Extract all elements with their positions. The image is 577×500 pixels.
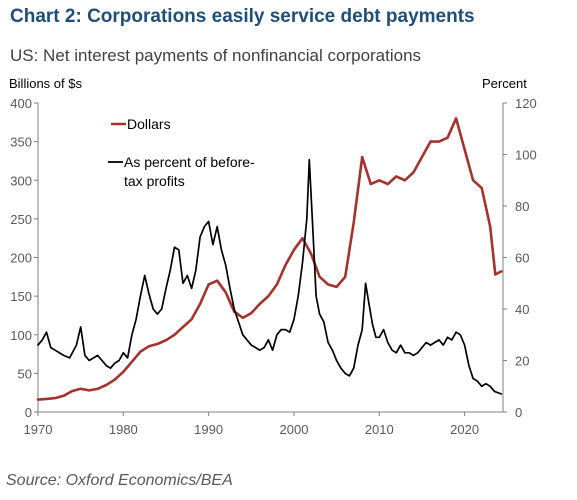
y-right-tick-label: 100	[515, 148, 537, 163]
chart-source: Source: Oxford Economics/BEA	[6, 472, 233, 489]
y-left-tick-label: 200	[10, 251, 32, 266]
y-right-tick-label: 20	[515, 354, 529, 369]
y-left-tick-label: 100	[10, 328, 32, 343]
x-tick-label: 2000	[280, 422, 309, 437]
y-right-tick-label: 0	[515, 405, 522, 420]
x-tick-label: 1990	[194, 422, 223, 437]
x-tick-label: 2010	[365, 422, 394, 437]
y-left-tick-label: 300	[10, 173, 32, 188]
y-left-tick-label: 400	[10, 96, 32, 111]
y-right-tick-label: 60	[515, 251, 529, 266]
series-line-percent	[37, 158, 503, 395]
y-right-axis-label: Percent	[482, 76, 527, 91]
legend-label-percent-line1: As percent of before-	[124, 154, 255, 170]
chart-subtitle: US: Net interest payments of nonfinancia…	[10, 46, 422, 65]
y-left-axis-label: Billions of $s	[9, 76, 82, 91]
legend: Dollars As percent of before- tax profit…	[108, 116, 255, 189]
x-tick-label: 2020	[450, 422, 479, 437]
legend-label-dollars: Dollars	[127, 116, 171, 132]
y-left-tick-label: 250	[10, 212, 32, 227]
series-line-dollars	[36, 117, 503, 401]
y-left-tick-label: 0	[25, 405, 32, 420]
y-right-tick-label: 40	[515, 302, 529, 317]
series-layer	[36, 117, 503, 401]
y-left-tick-label: 50	[18, 366, 32, 381]
y-left-tick-label: 150	[10, 289, 32, 304]
y-right-tick-label: 120	[515, 96, 537, 111]
y-left-tick-label: 350	[10, 135, 32, 150]
axes: 0 50 100 150 200 250 300 350 400 0 20 40 60 80 100 120 1…	[10, 96, 536, 437]
x-tick-label: 1970	[24, 422, 53, 437]
legend-label-percent-line2: tax profits	[124, 173, 185, 189]
x-tick-label: 1980	[109, 422, 138, 437]
chart-title: Chart 2: Corporations easily service deb…	[10, 6, 475, 27]
y-right-tick-label: 80	[515, 199, 529, 214]
